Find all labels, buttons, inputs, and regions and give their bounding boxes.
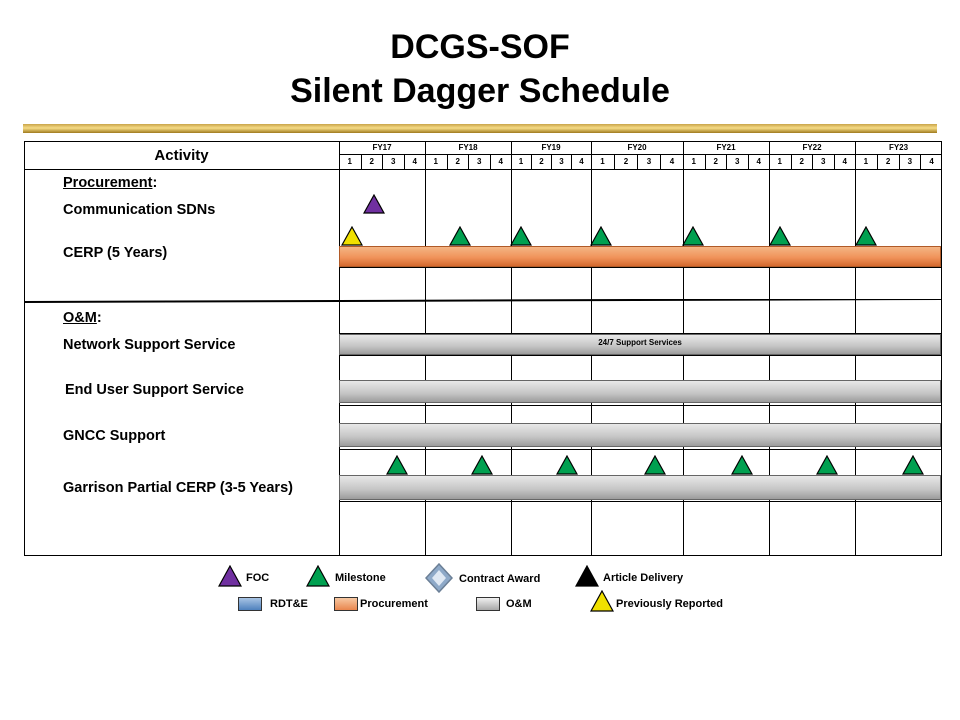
- network-support-bar-text: 24/7 Support Services: [598, 338, 682, 347]
- previously-reported-legend-icon: [590, 590, 614, 612]
- contract-award-legend-icon: [425, 563, 453, 593]
- quarter-label: 2: [614, 154, 637, 169]
- quarter-label: 1: [433, 157, 438, 166]
- milestone-triangle-icon: [449, 226, 471, 246]
- procurement-heading-text: Procurement: [63, 175, 153, 191]
- legend-milestone: Milestone: [335, 572, 386, 584]
- section-divider: [24, 299, 942, 303]
- quarter-label: 2: [790, 154, 813, 169]
- legend-previously-reported: Previously Reported: [616, 598, 723, 610]
- milestone-legend-icon: [306, 565, 330, 587]
- schedule-frame: [24, 141, 942, 556]
- quarter-label: 4: [747, 154, 770, 169]
- fiscal-year-label: FY22: [802, 143, 822, 152]
- milestone-triangle-icon: [556, 455, 578, 475]
- fiscal-year-label: FY17: [372, 143, 392, 152]
- quarter-label: 4: [833, 154, 856, 169]
- legend-rdte: RDT&E: [270, 598, 308, 610]
- foc-legend-icon: [218, 565, 242, 587]
- quarter-label: 3: [812, 154, 834, 169]
- quarter-label: 1: [347, 157, 352, 166]
- om-heading: O&M:: [63, 310, 102, 326]
- gncc-support-om-bar: [339, 423, 941, 447]
- activity-gncc-support: GNCC Support: [63, 428, 166, 444]
- milestone-triangle-icon: [510, 226, 532, 246]
- milestone-triangle-icon: [644, 455, 666, 475]
- activity-garrison-cerp: Garrison Partial CERP (3-5 Years): [63, 480, 293, 496]
- quarter-label: 4: [660, 154, 683, 169]
- activity-communication-sdns: Communication SDNs: [63, 202, 216, 218]
- article-delivery-legend-icon: [575, 565, 599, 587]
- foc-triangle-icon: [363, 194, 385, 214]
- quarter-label: 4: [489, 154, 512, 169]
- quarter-label: 2: [446, 154, 469, 169]
- milestone-triangle-icon: [769, 226, 791, 246]
- fiscal-year-label: FY23: [888, 143, 909, 152]
- fiscal-year-label: FY18: [458, 143, 478, 152]
- milestone-triangle-icon: [386, 455, 408, 475]
- page-title-line1: DCGS-SOF: [390, 28, 570, 66]
- legend-article-delivery: Article Delivery: [603, 572, 684, 584]
- network-support-om-bar: 24/7 Support Services: [339, 334, 941, 355]
- quarter-label: 3: [726, 154, 748, 169]
- garrison-cerp-om-bar: [339, 475, 941, 500]
- cerp-procurement-bar: [339, 246, 941, 267]
- quarter-label: 4: [571, 154, 591, 169]
- quarter-label: 4: [403, 154, 426, 169]
- grid-horizontal-line: [339, 154, 942, 155]
- quarter-label: 2: [531, 154, 551, 169]
- fiscal-year-label: FY20: [627, 143, 647, 152]
- end-user-support-om-bar: [339, 380, 941, 403]
- quarter-label: 2: [876, 154, 899, 169]
- quarter-label: 1: [777, 157, 782, 166]
- previously-reported-triangle-icon: [341, 226, 363, 246]
- grid-horizontal-line: [339, 405, 942, 406]
- milestone-triangle-icon: [731, 455, 753, 475]
- activity-end-user-support: End User Support Service: [65, 382, 244, 398]
- quarter-label: 3: [468, 154, 490, 169]
- quarter-label: 3: [551, 154, 571, 169]
- activity-cerp: CERP (5 Years): [63, 245, 168, 261]
- procurement-legend-icon: [334, 597, 358, 611]
- milestone-triangle-icon: [902, 455, 924, 475]
- rdte-legend-icon: [238, 597, 262, 611]
- grid-horizontal-line: [339, 333, 942, 334]
- grid-horizontal-line: [339, 501, 942, 502]
- fiscal-year-label: FY19: [541, 143, 561, 152]
- title-divider: [23, 124, 937, 133]
- grid-horizontal-line: [339, 355, 942, 356]
- om-legend-icon: [476, 597, 500, 611]
- quarter-label: 3: [637, 154, 660, 169]
- quarter-label: 1: [863, 157, 869, 166]
- legend-om: O&M: [506, 598, 532, 610]
- quarter-label: 3: [382, 154, 404, 169]
- quarter-label: 3: [898, 154, 921, 169]
- milestone-triangle-icon: [682, 226, 704, 246]
- quarter-label: 4: [920, 154, 942, 169]
- milestone-triangle-icon: [471, 455, 493, 475]
- milestone-triangle-icon: [816, 455, 838, 475]
- grid-horizontal-line: [339, 267, 942, 268]
- fiscal-year-label: FY21: [716, 143, 736, 152]
- grid-horizontal-line: [339, 449, 942, 450]
- milestone-triangle-icon: [590, 226, 612, 246]
- quarter-label: 1: [518, 157, 524, 166]
- quarter-label: 1: [691, 157, 696, 166]
- page-title-line2: Silent Dagger Schedule: [290, 72, 670, 110]
- legend-foc: FOC: [246, 572, 270, 584]
- procurement-heading: Procurement:: [63, 175, 158, 191]
- grid-horizontal-line: [24, 169, 942, 170]
- om-heading-text: O&M: [63, 310, 97, 326]
- quarter-label: 2: [360, 154, 383, 169]
- legend-procurement: Procurement: [360, 598, 428, 610]
- quarter-label: 1: [600, 157, 605, 166]
- activity-network-support: Network Support Service: [63, 337, 236, 353]
- quarter-label: 2: [704, 154, 727, 169]
- milestone-triangle-icon: [855, 226, 877, 246]
- legend-contract-award: Contract Award: [459, 573, 541, 585]
- activity-header: Activity: [154, 146, 209, 164]
